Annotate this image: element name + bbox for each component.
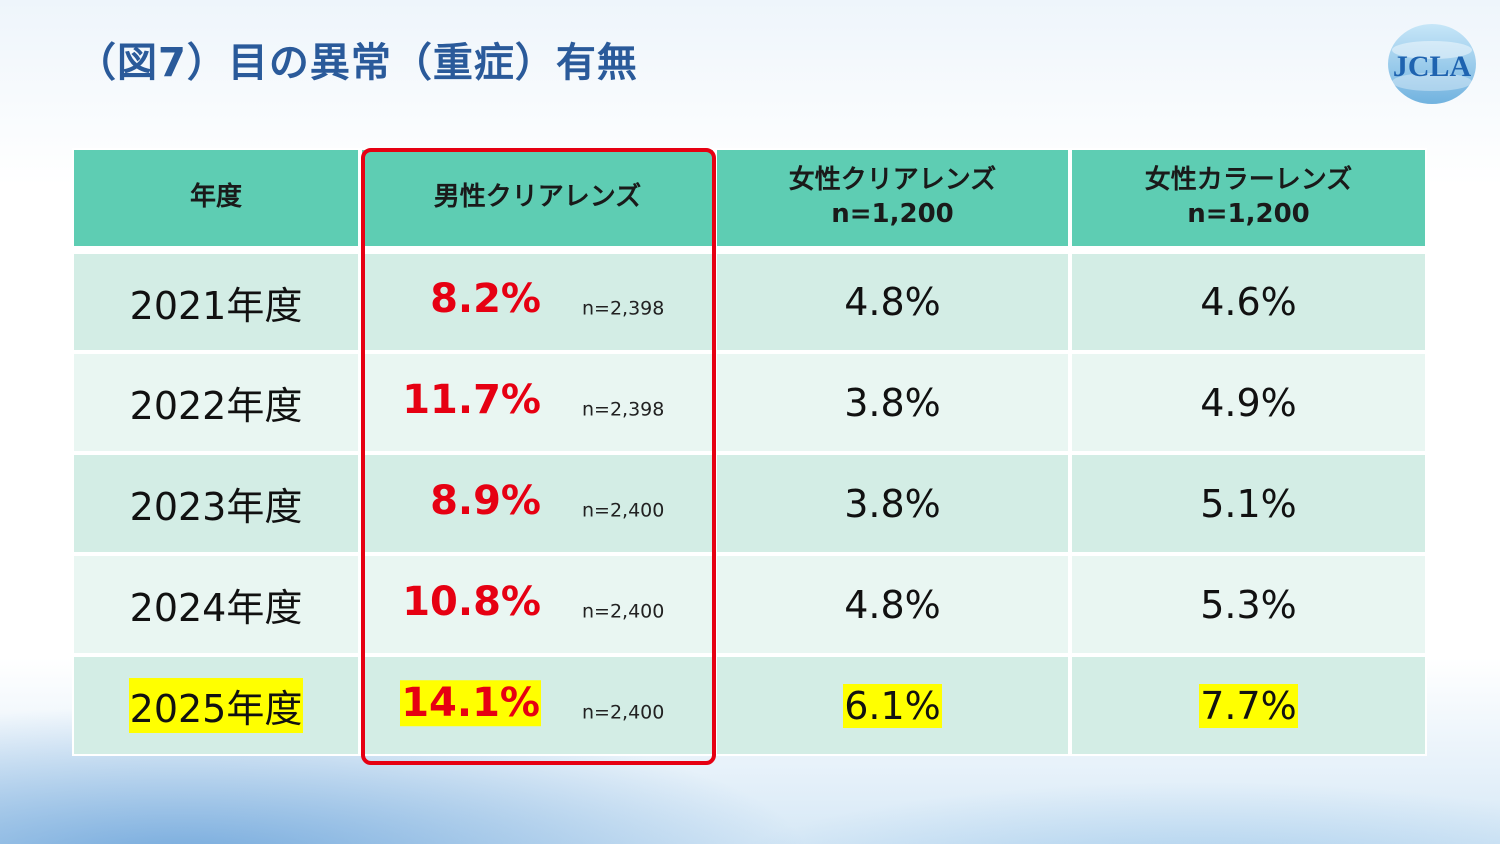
- women-clear-cell: 4.8%: [715, 554, 1070, 655]
- col-header-sub: n=1,200: [831, 199, 954, 229]
- women-clear-cell: 4.8%: [715, 252, 1070, 352]
- men-clear-cell: 14.1% n=2,400: [360, 655, 715, 756]
- men-value: 11.7%: [402, 376, 541, 423]
- year-cell: 2024年度: [72, 554, 360, 655]
- col-header-label: 女性カラーレンズ: [1144, 165, 1353, 196]
- year-cell: 2022年度: [72, 352, 360, 453]
- highlighted-year: 2025年度: [128, 678, 304, 733]
- men-clear-cell: 10.8% n=2,400: [360, 554, 715, 655]
- women-clear-cell: 3.8%: [715, 453, 1070, 554]
- men-value: 14.1%: [400, 679, 541, 726]
- men-value: 8.9%: [430, 477, 541, 524]
- men-clear-cell: 8.2% n=2,398: [360, 252, 715, 352]
- women-clear-cell: 6.1%: [715, 655, 1070, 756]
- col-header-year: 年度: [72, 148, 360, 252]
- jcla-logo: JCLA: [1384, 20, 1480, 108]
- women-color-cell: 7.7%: [1070, 655, 1427, 756]
- col-header-women-clear: 女性クリアレンズ n=1,200: [715, 148, 1070, 252]
- svg-text:JCLA: JCLA: [1393, 50, 1472, 83]
- men-sample-size: n=2,398: [582, 398, 665, 421]
- women-clear-cell: 3.8%: [715, 352, 1070, 453]
- men-sample-size: n=2,398: [582, 297, 665, 320]
- men-clear-cell: 8.9% n=2,400: [360, 453, 715, 554]
- men-sample-size: n=2,400: [582, 701, 665, 724]
- col-header-men-clear: 男性クリアレンズ: [360, 148, 715, 252]
- year-cell: 2025年度: [72, 655, 360, 756]
- col-header-sub: n=1,200: [1187, 199, 1310, 229]
- men-sample-size: n=2,400: [582, 600, 665, 623]
- year-cell: 2021年度: [72, 252, 360, 352]
- results-table: 年度 男性クリアレンズ 女性クリアレンズ n=1,200 女性カラーレンズ n=…: [72, 148, 1427, 756]
- men-sample-size: n=2,400: [582, 499, 665, 522]
- men-value: 10.8%: [402, 578, 541, 625]
- women-color-cell: 4.9%: [1070, 352, 1427, 453]
- men-clear-cell: 11.7% n=2,398: [360, 352, 715, 453]
- year-cell: 2023年度: [72, 453, 360, 554]
- women-color-cell: 5.3%: [1070, 554, 1427, 655]
- women-color-cell: 5.1%: [1070, 453, 1427, 554]
- page-title: （図7）目の異常（重症）有無: [76, 40, 638, 86]
- col-header-label: 年度: [189, 182, 242, 213]
- men-value: 8.2%: [430, 276, 541, 323]
- col-header-label: 女性クリアレンズ: [788, 165, 997, 196]
- col-header-women-color: 女性カラーレンズ n=1,200: [1070, 148, 1427, 252]
- women-color-cell: 4.6%: [1070, 252, 1427, 352]
- col-header-label: 男性クリアレンズ: [433, 182, 642, 213]
